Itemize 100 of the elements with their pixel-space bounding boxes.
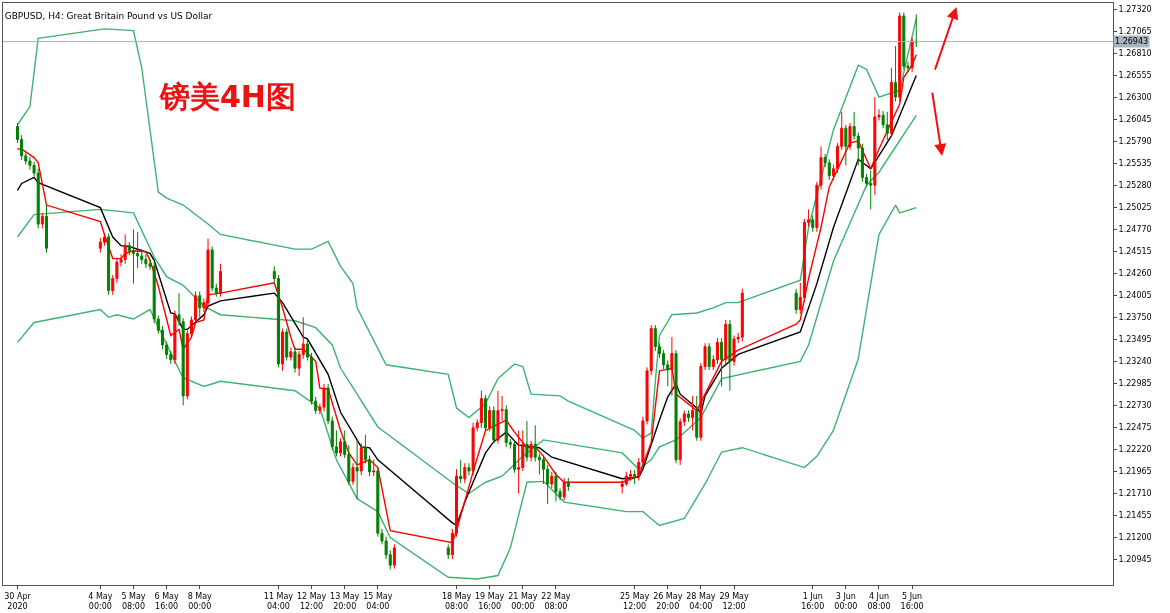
y-tick-label: 1.20945 — [1118, 555, 1152, 565]
x-tick-label: 6 May 16:00 — [154, 591, 179, 611]
candlestick — [794, 288, 798, 315]
x-tick-label: 8 May 00:00 — [187, 591, 213, 611]
annotation: 镑美4H图 — [158, 79, 296, 114]
y-tick-label: 1.26300 — [1118, 92, 1152, 102]
candlestick — [107, 233, 111, 296]
candlestick — [322, 383, 326, 412]
y-tick-label: 1.26045 — [1118, 114, 1152, 124]
x-tick-label: 25 May 12:00 — [619, 591, 650, 611]
y-tick-label: 1.22985 — [1118, 379, 1152, 389]
candlestick — [724, 319, 728, 365]
candlestick — [285, 328, 289, 361]
candlestick — [562, 477, 566, 501]
y-tick-label: 1.24515 — [1118, 247, 1152, 257]
y-tick-label: 1.24260 — [1118, 269, 1152, 279]
candlestick — [914, 13, 918, 48]
candlestick — [732, 334, 736, 367]
candlestick — [372, 459, 376, 477]
candlestick — [728, 319, 732, 392]
x-tick-label: 12 May 12:00 — [296, 591, 327, 611]
candlestick — [740, 288, 744, 342]
candlestick — [885, 111, 889, 141]
candlestick — [902, 12, 906, 70]
candlestick — [504, 404, 508, 448]
y-tick-label: 1.27065 — [1118, 26, 1152, 36]
candlestick — [459, 459, 463, 484]
candlestick — [873, 96, 877, 196]
x-tick-label: 15 May 04:00 — [363, 591, 393, 611]
x-tick-label: 3 Jun 00:00 — [834, 591, 858, 611]
candlestick — [98, 237, 102, 254]
candlestick — [355, 439, 359, 500]
line-series — [16, 114, 917, 495]
x-tick-label: 5 May 08:00 — [121, 591, 146, 611]
x-tick-label: 18 May 08:00 — [441, 591, 472, 611]
candlestick — [339, 437, 343, 457]
x-tick-label: 22 May 08:00 — [541, 591, 571, 611]
candlestick — [529, 440, 533, 463]
y-tick-label: 1.23240 — [1118, 357, 1152, 367]
candlestick — [720, 337, 724, 387]
candlestick — [844, 124, 848, 166]
candlestick — [695, 395, 699, 442]
candlestick — [44, 204, 48, 254]
x-tick-label: 28 May 04:00 — [686, 591, 716, 611]
y-tick-label: 1.25535 — [1118, 158, 1152, 168]
candlestick — [827, 158, 831, 181]
y-tick-label: 1.25025 — [1118, 203, 1152, 213]
candlestick — [144, 253, 148, 269]
candlestick — [484, 394, 488, 432]
candlestick — [359, 442, 363, 476]
y-tick-label: 1.23495 — [1118, 335, 1152, 345]
x-tick-label: 5 Jun 16:00 — [900, 591, 924, 611]
candlestick — [123, 233, 127, 265]
y-tick-label: 1.21455 — [1118, 511, 1152, 521]
candlestick — [889, 67, 893, 138]
y-tick-label: 1.22730 — [1118, 401, 1152, 411]
x-tick-label: 13 May 20:00 — [330, 591, 360, 611]
y-tick-label: 1.21200 — [1118, 533, 1152, 543]
candlestick — [670, 336, 674, 397]
y-tick-label: 1.26810 — [1118, 48, 1152, 58]
x-tick-label: 4 Jun 08:00 — [867, 591, 891, 611]
x-tick-label: 1 Jun 16:00 — [801, 591, 825, 611]
x-tick-label: 26 May 20:00 — [653, 591, 683, 611]
candlestick — [554, 471, 558, 502]
candlestick — [525, 420, 529, 463]
candlestick — [289, 347, 293, 361]
x-tick-label: 4 May 00:00 — [88, 591, 113, 611]
candlestick — [40, 212, 44, 229]
y-tick-label: 1.24770 — [1118, 225, 1152, 235]
ref-line-label: 1.26943 — [1115, 37, 1149, 46]
candlestick — [691, 395, 695, 431]
candlestick — [218, 263, 222, 298]
candlestick — [446, 543, 450, 560]
candlestick — [467, 462, 471, 476]
candlestick — [848, 122, 852, 151]
candlestick — [869, 170, 873, 210]
y-tick-label: 1.21710 — [1118, 489, 1152, 499]
candlestick — [492, 405, 496, 444]
candlestick — [707, 342, 711, 371]
y-tick-label: 1.22475 — [1118, 423, 1152, 433]
candlestick — [206, 238, 210, 308]
candlestick — [392, 543, 396, 570]
y-tick-label: 1.22220 — [1118, 445, 1152, 455]
candlestick — [550, 471, 554, 489]
x-tick-label: 21 May 00:00 — [508, 591, 538, 611]
y-tick-label: 1.25790 — [1118, 136, 1152, 146]
candlestick — [628, 469, 632, 482]
y-tick-label: 1.24005 — [1118, 291, 1152, 301]
text: GBPUSD, H4: Great Britain Pound vs US Dollar — [4, 10, 213, 21]
candlestick — [351, 462, 355, 486]
candlestick — [513, 440, 517, 474]
candlestick — [479, 390, 483, 429]
candlestick — [463, 462, 467, 484]
candlestick — [566, 477, 570, 492]
candlestick — [281, 328, 285, 372]
y-tick-label: 1.21965 — [1118, 467, 1152, 477]
candlestick — [293, 347, 297, 374]
candlestick — [488, 405, 492, 432]
candlestick — [686, 410, 690, 423]
candlestick — [131, 228, 135, 285]
